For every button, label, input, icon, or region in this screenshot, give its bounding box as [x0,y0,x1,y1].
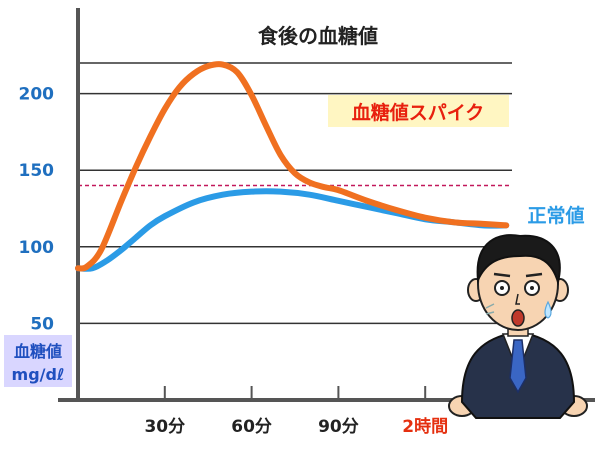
y-axis-label-line2: mg/dℓ [12,365,65,384]
left-pupil [500,286,504,290]
series-line-1 [75,61,510,272]
y-tick-label-150: 150 [19,161,55,181]
hair [476,234,561,286]
y-tick-label-100: 100 [19,238,55,258]
mouth [511,309,525,327]
y-tick-label-50: 50 [30,314,54,334]
y-ticks: 50 100 150 200 [19,85,55,335]
right-eyebrow [525,272,543,278]
sweat-drop [544,300,552,319]
series-line-0 [75,188,510,272]
x-tick-label-120: 2時間 [402,416,448,437]
x-ticks: 30分 60分 90分 2時間 [144,386,448,437]
y-axis-label-line1: 血糖値 [14,342,62,361]
series-lines [75,61,510,272]
spike-badge-background [328,95,509,127]
shock-lines [485,303,495,315]
chart-title: 食後の血糖値 [258,24,378,48]
left-eyebrow [493,272,511,278]
y-tick-label-200: 200 [19,85,55,105]
x-tick-label-60: 60分 [231,417,272,437]
y-axis-label-background [4,335,72,387]
series-label-spike: 血糖値スパイク [352,101,485,124]
right-pupil [530,286,534,290]
nose [515,293,520,305]
x-tick-label-30: 30分 [144,417,185,437]
x-tick-label-90: 90分 [318,417,359,437]
series-label-normal: 正常値 [527,204,584,227]
necktie [509,339,527,394]
shocked-businessman-icon [448,234,588,419]
